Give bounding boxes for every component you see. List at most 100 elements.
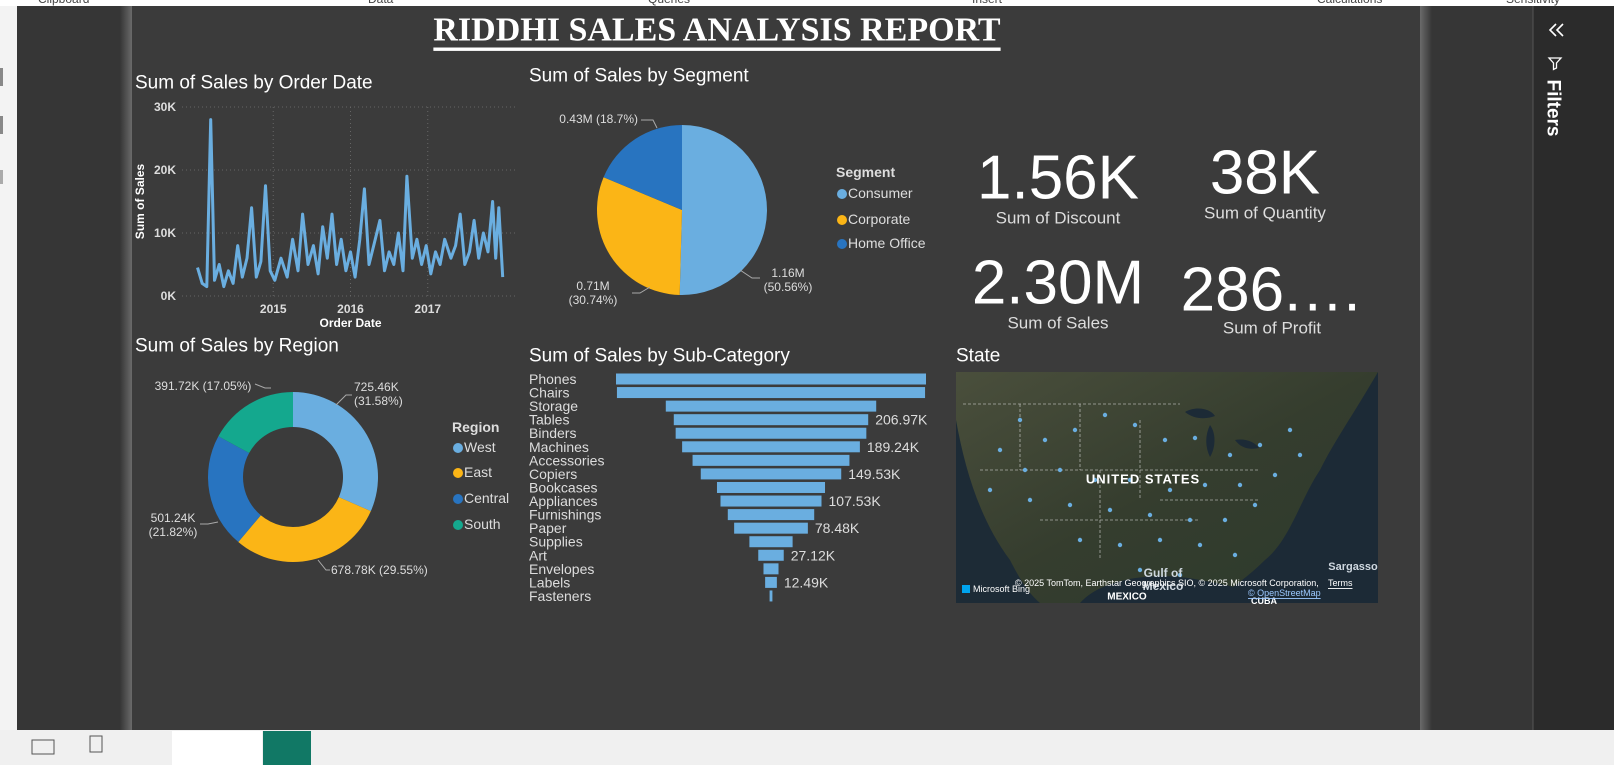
legend-title: Segment xyxy=(836,164,895,180)
legend-label[interactable]: Corporate xyxy=(848,211,910,227)
legend-marker xyxy=(453,443,463,453)
state-point[interactable] xyxy=(1137,567,1143,573)
state-point[interactable] xyxy=(1067,502,1073,508)
map-provider: Microsoft Bing xyxy=(973,584,1030,594)
map-label: CUBA xyxy=(1251,596,1277,606)
state-point[interactable] xyxy=(1132,422,1138,428)
map-label: Gulf of xyxy=(1144,566,1184,580)
state-point[interactable] xyxy=(1222,517,1228,523)
label-leader xyxy=(641,119,658,129)
data-label: 12.49K xyxy=(784,574,829,590)
x-tick-label: 2016 xyxy=(337,302,364,316)
state-point[interactable] xyxy=(997,447,1003,453)
legend-label[interactable]: Central xyxy=(464,490,509,506)
data-label: 0.71M (30.74%) xyxy=(569,279,618,307)
state-point[interactable] xyxy=(1102,412,1108,418)
view-icon[interactable] xyxy=(89,735,103,753)
legend-label[interactable]: West xyxy=(464,439,496,455)
legend-marker xyxy=(453,494,463,504)
state-point[interactable] xyxy=(1072,427,1078,433)
state-point[interactable] xyxy=(1092,477,1098,483)
report-view-icon[interactable] xyxy=(0,68,3,86)
funnel-bar xyxy=(673,414,869,426)
y-tick-label: 20K xyxy=(154,163,176,177)
state-point[interactable] xyxy=(1202,482,1208,488)
donut-slice xyxy=(218,392,293,454)
card-value: 1.56K xyxy=(977,144,1139,213)
label-leader xyxy=(739,269,760,279)
state-point[interactable] xyxy=(1232,552,1238,558)
legend-marker xyxy=(453,520,463,530)
state-point[interactable] xyxy=(1237,482,1243,488)
map-label: Sargasso xyxy=(1328,561,1378,573)
legend-marker xyxy=(837,239,847,249)
map-osm-link[interactable]: © OpenStreetMap xyxy=(1248,588,1321,598)
category-label: Fasteners xyxy=(529,588,591,604)
state-point[interactable] xyxy=(1287,427,1293,433)
state-point[interactable] xyxy=(1117,542,1123,548)
ocean xyxy=(1080,576,1265,603)
state-point[interactable] xyxy=(1197,542,1203,548)
x-axis-label: Order Date xyxy=(319,316,381,330)
card-value: 38K xyxy=(1210,139,1320,208)
model-view-icon[interactable] xyxy=(0,170,3,184)
funnel-bar xyxy=(758,549,784,561)
category-label: Binders xyxy=(529,425,576,441)
state-point[interactable] xyxy=(1162,437,1168,443)
label-leader xyxy=(254,383,271,389)
funnel-bar xyxy=(749,536,793,548)
state-point[interactable] xyxy=(1107,507,1113,513)
state-point[interactable] xyxy=(1187,517,1193,523)
state-point[interactable] xyxy=(1027,497,1033,503)
legend-label[interactable]: Home Office xyxy=(848,235,926,251)
state-point[interactable] xyxy=(1272,472,1278,478)
view-icon[interactable] xyxy=(31,739,55,755)
border-line xyxy=(963,403,1260,560)
filters-pane-title[interactable]: Filters xyxy=(1543,79,1564,136)
state-point[interactable] xyxy=(1077,537,1083,543)
state-point[interactable] xyxy=(1167,487,1173,493)
data-label: 501.24K (21.82%) xyxy=(149,511,198,539)
state-point[interactable] xyxy=(1227,452,1233,458)
legend-label[interactable]: Consumer xyxy=(848,185,913,201)
card-label: Sum of Profit xyxy=(1223,319,1322,338)
category-label: Art xyxy=(529,547,547,563)
state-point[interactable] xyxy=(1017,417,1023,423)
map-label: UNITED STATES xyxy=(1086,472,1200,487)
map-attribution: © 2025 TomTom, Earthstar Geographics SIO… xyxy=(1015,578,1319,588)
state-point[interactable] xyxy=(1257,442,1263,448)
state-point[interactable] xyxy=(1177,572,1183,578)
table-view-icon[interactable] xyxy=(0,116,3,134)
category-label: Accessories xyxy=(529,452,604,468)
y-axis-label: Sum of Sales xyxy=(133,163,147,239)
state-point[interactable] xyxy=(1192,435,1198,441)
category-label: Chairs xyxy=(529,385,569,401)
pie-slice xyxy=(597,177,682,295)
label-leader xyxy=(200,521,219,525)
state-point[interactable] xyxy=(1022,467,1028,473)
state-point[interactable] xyxy=(1042,437,1048,443)
state-point[interactable] xyxy=(1057,467,1063,473)
state-point[interactable] xyxy=(1157,537,1163,543)
legend-marker xyxy=(837,215,847,225)
state-point[interactable] xyxy=(1147,512,1153,518)
label-leader xyxy=(335,394,352,406)
state-point[interactable] xyxy=(1127,477,1133,483)
legend-label[interactable]: South xyxy=(464,516,501,532)
legend-marker xyxy=(453,468,463,478)
funnel-bar xyxy=(720,495,822,507)
ribbon-group-label: Calculations xyxy=(1317,0,1382,6)
category-label: Tables xyxy=(529,412,569,428)
state-point[interactable] xyxy=(1252,502,1258,508)
add-page-tab[interactable] xyxy=(263,731,311,765)
collapse-filters-button[interactable] xyxy=(1548,23,1564,37)
page-tab[interactable] xyxy=(172,731,262,765)
legend-label[interactable]: East xyxy=(464,464,492,480)
state-point[interactable] xyxy=(1297,452,1303,458)
map-terms-link[interactable]: Terms xyxy=(1328,578,1353,588)
data-label: 78.48K xyxy=(815,520,860,536)
data-label: 206.97K xyxy=(875,412,928,428)
state-point[interactable] xyxy=(987,487,993,493)
data-label: 1.16M (50.56%) xyxy=(764,266,813,294)
